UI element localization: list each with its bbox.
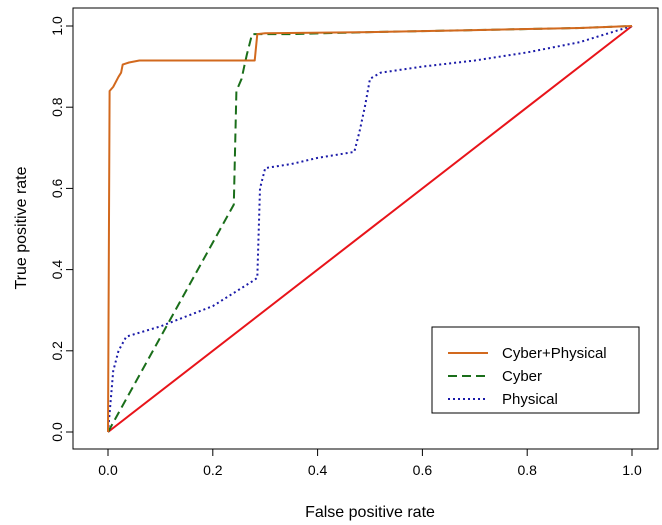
x-tick-label: 1.0 xyxy=(622,462,642,478)
y-axis: 0.0 0.2 0.4 0.6 0.8 1.0 xyxy=(49,16,74,442)
diagonal-line xyxy=(107,25,633,433)
y-axis-title: True positive rate xyxy=(13,166,30,289)
x-tick-label: 0.0 xyxy=(98,462,118,478)
x-tick-label: 0.8 xyxy=(517,462,537,478)
y-tick-label: 0.0 xyxy=(49,422,65,442)
legend-label: Cyber xyxy=(502,368,542,385)
y-tick-label: 0.6 xyxy=(49,178,65,198)
x-tick-label: 0.2 xyxy=(203,462,223,478)
legend-box xyxy=(431,326,640,414)
x-axis: 0.0 0.2 0.4 0.6 0.8 1.0 xyxy=(98,448,642,478)
y-tick-label: 0.8 xyxy=(49,97,65,117)
legend: Cyber+Physical Cyber Physical xyxy=(431,326,640,414)
x-tick-label: 0.6 xyxy=(413,462,433,478)
x-tick-label: 0.4 xyxy=(308,462,328,478)
cyber-physical-line xyxy=(107,25,633,433)
series-layer xyxy=(107,25,633,433)
legend-label: Cyber+Physical xyxy=(502,345,607,362)
y-tick-label: 0.2 xyxy=(49,341,65,361)
y-tick-label: 0.4 xyxy=(49,260,65,280)
y-tick-label: 1.0 xyxy=(49,16,65,36)
legend-label: Physical xyxy=(502,391,558,408)
physical-line xyxy=(107,25,633,433)
x-axis-title: False positive rate xyxy=(305,504,435,521)
